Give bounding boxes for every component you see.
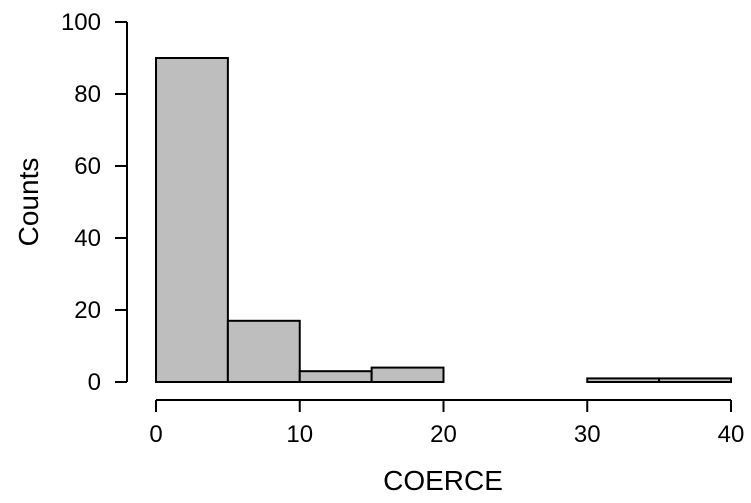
histogram-bar-6	[586, 377, 661, 383]
x-axis-title: COERCE	[383, 465, 503, 496]
y-tick-label: 100	[61, 9, 101, 36]
y-tick-label: 20	[74, 297, 101, 324]
bars-layer	[155, 57, 732, 384]
histogram-bar-7	[658, 377, 732, 383]
histogram-bar-2	[298, 370, 373, 384]
histogram-bar-0	[155, 57, 229, 383]
x-axis: 0 10 20 30 40	[149, 399, 745, 448]
x-tick-label: 40	[718, 421, 745, 448]
y-axis: 0 20 40 60 80 100	[61, 9, 128, 396]
y-axis-title: Counts	[13, 158, 44, 247]
y-tick-label: 40	[74, 225, 101, 252]
y-tick-label: 80	[74, 81, 101, 108]
x-tick-label: 0	[149, 421, 162, 448]
y-tick-label: 0	[88, 369, 101, 396]
histogram-bar-3	[370, 366, 445, 384]
histogram-bar-1	[226, 319, 301, 383]
x-tick-label: 30	[574, 421, 601, 448]
x-tick-label: 10	[286, 421, 313, 448]
x-tick-label: 20	[430, 421, 457, 448]
y-tick-label: 60	[74, 153, 101, 180]
